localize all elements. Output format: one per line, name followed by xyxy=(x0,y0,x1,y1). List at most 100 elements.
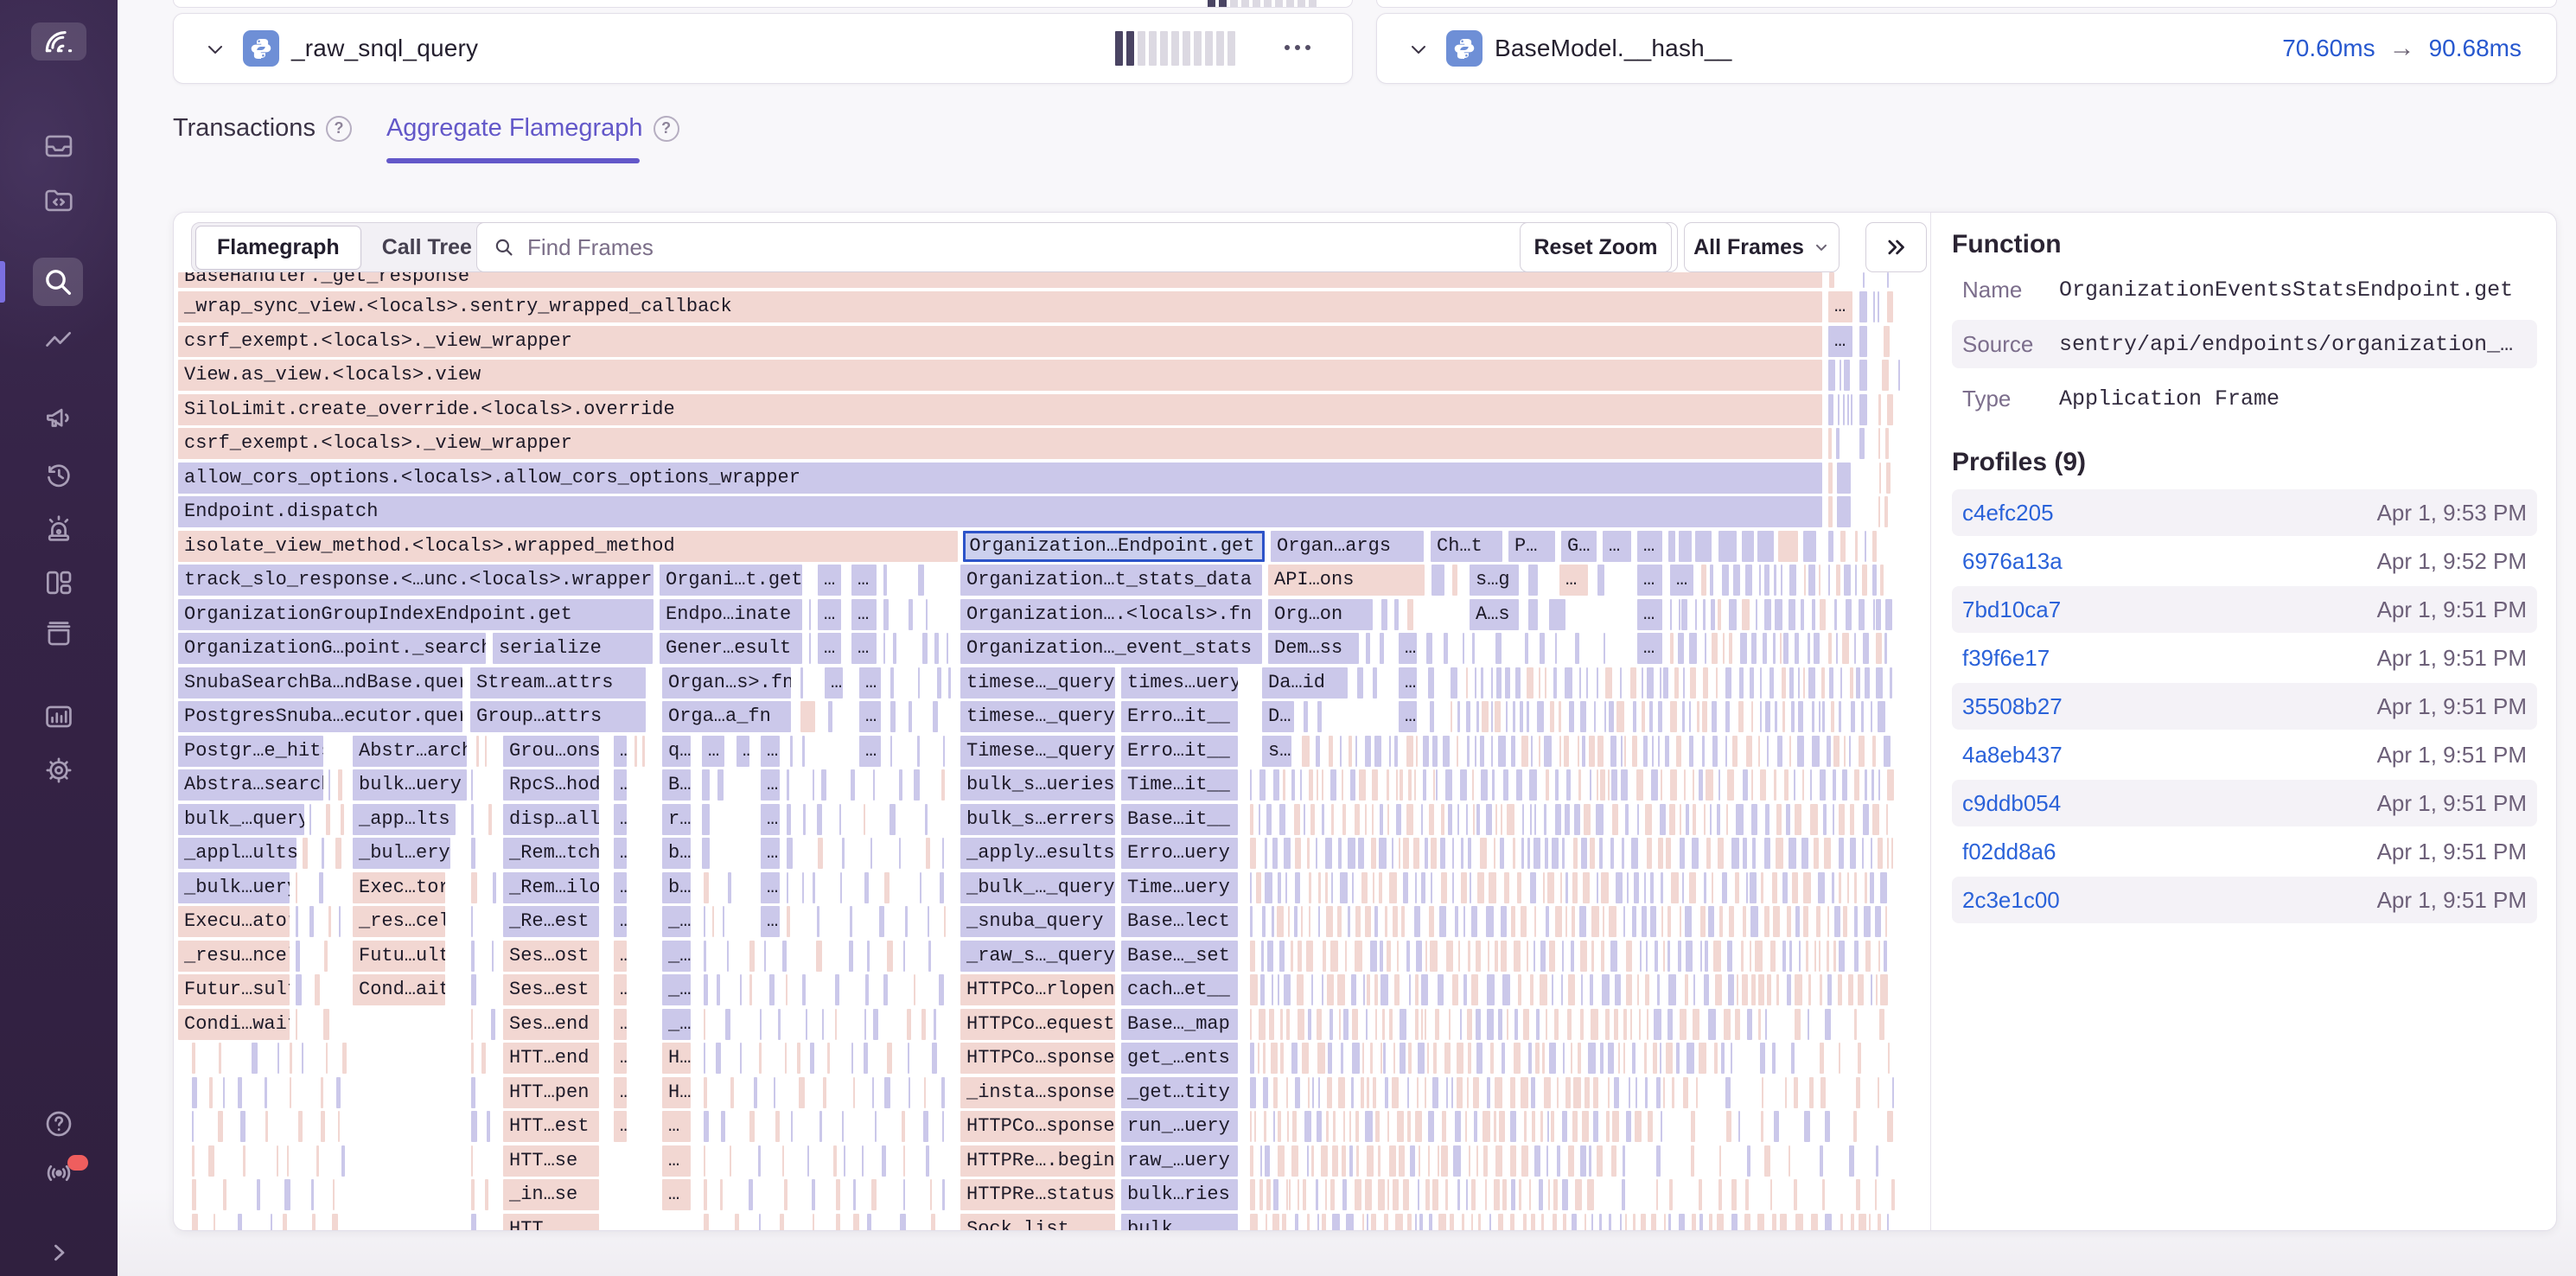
flamegraph-frame[interactable] xyxy=(1794,974,1802,1005)
flamegraph-frame[interactable] xyxy=(1520,701,1523,732)
flamegraph-frame[interactable] xyxy=(340,803,345,835)
duration-before[interactable]: 70.60ms xyxy=(2282,35,2375,61)
help-icon[interactable] xyxy=(0,1107,118,1140)
flamegraph-frame[interactable] xyxy=(1639,1008,1642,1040)
flamegraph-frame[interactable] xyxy=(1619,1213,1622,1230)
flamegraph-frame[interactable] xyxy=(1782,871,1788,903)
flamegraph-frame[interactable] xyxy=(1317,1043,1325,1074)
flamegraph-frame[interactable] xyxy=(1787,974,1791,1005)
flamegraph-frame[interactable] xyxy=(1828,496,1833,527)
flamegraph-frame[interactable] xyxy=(1317,1076,1320,1108)
flamegraph-frame[interactable]: _insta…sponse xyxy=(960,1076,1115,1108)
flamegraph-frame[interactable] xyxy=(1703,974,1709,1005)
flamegraph-frame[interactable] xyxy=(1451,701,1452,732)
flamegraph-frame[interactable] xyxy=(1444,1043,1451,1074)
flamegraph-frame[interactable] xyxy=(1591,1213,1593,1230)
flamegraph-frame[interactable] xyxy=(717,769,724,801)
flamegraph-frame[interactable] xyxy=(219,1043,221,1074)
flamegraph-frame[interactable] xyxy=(1418,1043,1425,1074)
flamegraph-frame[interactable] xyxy=(902,940,905,972)
flamegraph-frame[interactable] xyxy=(934,633,940,664)
flamegraph-frame[interactable] xyxy=(1349,769,1355,801)
flamegraph-frame[interactable] xyxy=(1872,803,1879,835)
flamegraph-frame[interactable] xyxy=(1296,974,1304,1005)
flamegraph-frame[interactable] xyxy=(1763,598,1772,630)
flamegraph-frame[interactable] xyxy=(1832,803,1834,835)
flamegraph-frame[interactable] xyxy=(1380,974,1388,1005)
flamegraph-frame[interactable] xyxy=(1746,871,1749,903)
flamegraph-frame[interactable] xyxy=(1530,803,1533,835)
flamegraph-frame[interactable] xyxy=(1322,769,1324,801)
flamegraph-frame[interactable]: _Rem…tch xyxy=(503,838,599,869)
flamegraph-frame[interactable] xyxy=(1611,1145,1616,1177)
flamegraph-frame[interactable] xyxy=(1553,667,1558,699)
flamegraph-frame[interactable] xyxy=(1870,871,1874,903)
flamegraph-frame[interactable] xyxy=(1645,940,1648,972)
flamegraph-frame[interactable] xyxy=(1643,735,1648,767)
flamegraph-frame[interactable] xyxy=(1865,940,1871,972)
flamegraph-frame[interactable]: RpcS…hod xyxy=(503,769,599,801)
flamegraph-frame[interactable] xyxy=(1864,906,1871,937)
flamegraph-frame[interactable] xyxy=(881,1145,887,1177)
flamegraph-frame[interactable] xyxy=(948,667,951,699)
flamegraph-frame[interactable] xyxy=(341,1145,345,1177)
flamegraph-frame[interactable] xyxy=(1878,393,1881,425)
flamegraph-frame[interactable]: … xyxy=(1637,633,1662,664)
flamegraph-frame[interactable] xyxy=(1801,598,1805,630)
flamegraph-frame[interactable] xyxy=(749,940,756,972)
flamegraph-frame[interactable] xyxy=(1400,769,1404,801)
flamegraph-frame[interactable] xyxy=(1366,633,1370,664)
flamegraph-frame[interactable] xyxy=(1476,701,1479,732)
flamegraph-frame[interactable] xyxy=(1549,701,1554,732)
flamegraph-frame[interactable] xyxy=(1355,1111,1360,1142)
flamegraph-frame[interactable] xyxy=(1329,1008,1333,1040)
flamegraph-frame[interactable] xyxy=(1559,735,1561,767)
flamegraph-frame[interactable] xyxy=(1278,1111,1282,1142)
flamegraph-frame[interactable]: cach…et__ xyxy=(1121,974,1238,1005)
flamegraph-frame[interactable] xyxy=(1591,940,1595,972)
flamegraph-frame[interactable] xyxy=(471,1076,475,1108)
flamegraph-frame[interactable]: Ch…t xyxy=(1431,530,1502,562)
flamegraph-frame[interactable] xyxy=(1814,940,1816,972)
flamegraph-frame[interactable] xyxy=(1372,769,1378,801)
flamegraph-frame[interactable] xyxy=(1794,633,1799,664)
flamegraph-frame[interactable] xyxy=(471,838,475,869)
flamegraph-frame[interactable] xyxy=(1717,1213,1724,1230)
flamegraph-frame[interactable]: allow_cors_options.<locals>.allow_cors_o… xyxy=(178,462,1822,494)
flamegraph-frame[interactable] xyxy=(1565,906,1568,937)
flamegraph-frame[interactable] xyxy=(1303,803,1305,835)
duration-after[interactable]: 90.68ms xyxy=(2428,35,2522,61)
flamegraph-frame[interactable] xyxy=(1667,1008,1674,1040)
flamegraph-frame[interactable] xyxy=(1480,667,1483,699)
flamegraph-frame[interactable] xyxy=(1765,803,1770,835)
flamegraph-frame[interactable] xyxy=(1604,667,1613,699)
flamegraph-frame[interactable] xyxy=(936,667,941,699)
flamegraph-frame[interactable] xyxy=(1887,291,1893,322)
flamegraph-frame[interactable] xyxy=(1441,1145,1449,1177)
flamegraph-frame[interactable] xyxy=(1544,735,1552,767)
flamegraph-frame[interactable] xyxy=(1701,701,1707,732)
flamegraph-frame[interactable] xyxy=(1593,701,1596,732)
flamegraph-frame[interactable] xyxy=(337,1111,341,1142)
flamegraph-frame[interactable] xyxy=(870,838,873,869)
flamegraph-frame[interactable] xyxy=(1467,940,1471,972)
flamegraph-frame[interactable] xyxy=(1332,1213,1340,1230)
flamegraph-frame[interactable] xyxy=(1510,906,1515,937)
flamegraph-frame[interactable] xyxy=(1254,1111,1257,1142)
flamegraph-frame[interactable] xyxy=(1782,940,1787,972)
flamegraph-frame[interactable] xyxy=(1854,565,1857,596)
flamegraph-frame[interactable] xyxy=(1677,633,1684,664)
flamegraph-frame[interactable] xyxy=(1691,1111,1696,1142)
flamegraph-frame[interactable] xyxy=(1575,1179,1582,1210)
flamegraph-frame[interactable] xyxy=(921,1008,927,1040)
flamegraph-frame[interactable] xyxy=(290,1076,292,1108)
flamegraph-frame[interactable] xyxy=(739,974,742,1005)
flamegraph-frame[interactable] xyxy=(704,871,710,903)
flamegraph-frame[interactable]: Erro…it__ xyxy=(1121,735,1238,767)
flamegraph-frame[interactable] xyxy=(1710,565,1713,596)
flamegraph-frame[interactable]: _Re…est xyxy=(503,906,599,937)
flamegraph-frame[interactable]: Erro…it__ xyxy=(1121,701,1238,732)
flamegraph-frame[interactable] xyxy=(883,565,888,596)
flamegraph-frame[interactable]: _in…se xyxy=(503,1179,599,1210)
flamegraph-frame[interactable] xyxy=(1836,428,1840,459)
